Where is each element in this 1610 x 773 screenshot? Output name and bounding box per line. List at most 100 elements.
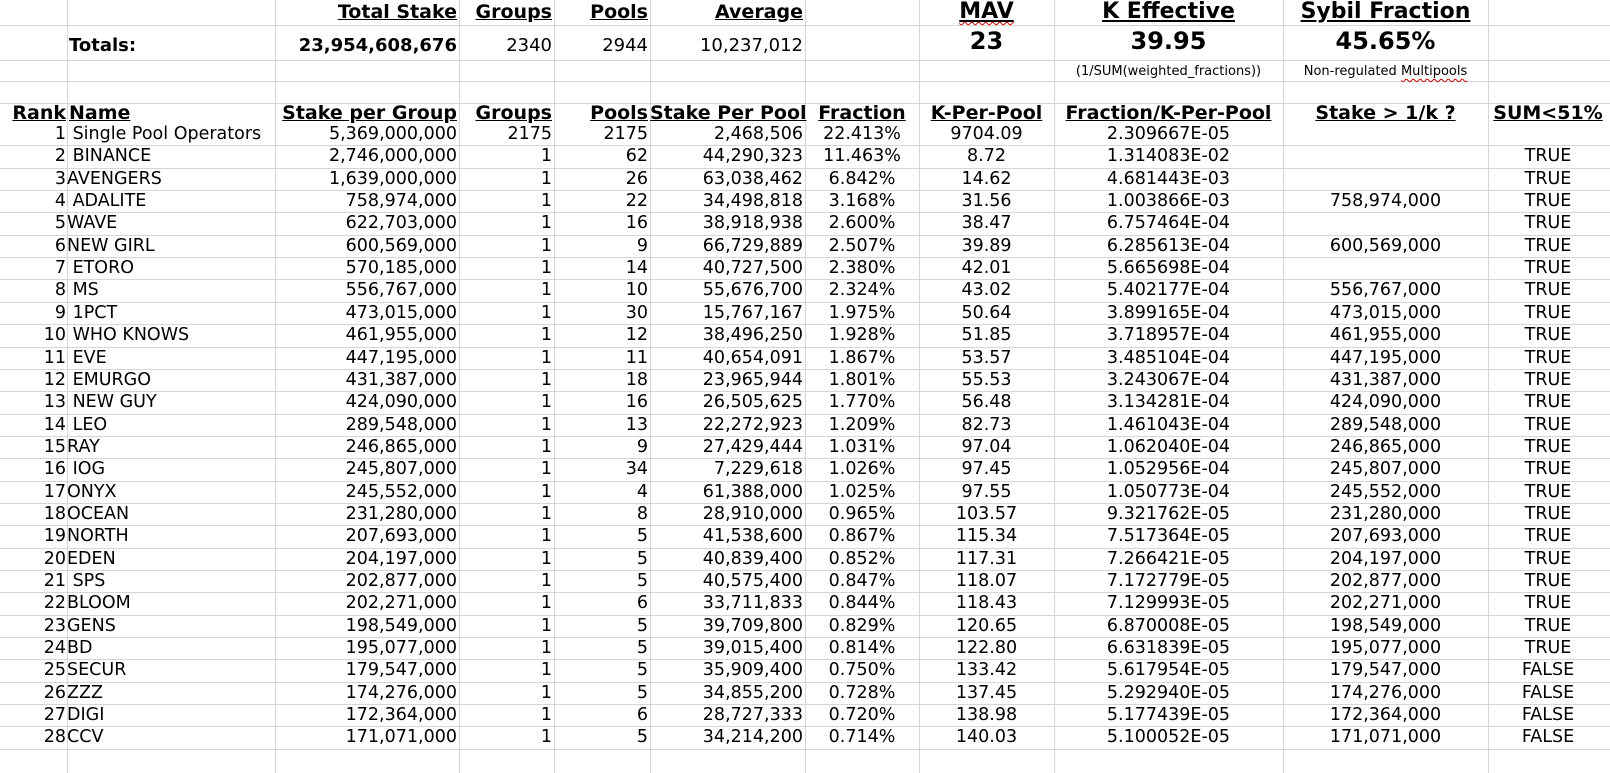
column-header-fraction-k[interactable]: Fraction/K-Per-Pool — [1065, 102, 1272, 124]
k-per-pool-cell[interactable]: 118.07 — [955, 571, 1018, 591]
k-per-pool-cell[interactable]: 115.34 — [955, 526, 1018, 547]
sum-lt-cell[interactable]: TRUE — [1524, 638, 1572, 659]
fraction-k-cell[interactable]: 5.100052E-05 — [1106, 727, 1231, 748]
stake-per-pool-cell[interactable]: 28,910,000 — [702, 503, 803, 524]
sum-lt-cell[interactable]: TRUE — [1524, 436, 1572, 457]
sum-lt-cell[interactable]: TRUE — [1524, 459, 1572, 480]
stake-per-pool-cell[interactable]: 33,711,833 — [702, 593, 803, 614]
groups-cell[interactable]: 1 — [540, 593, 552, 614]
column-header-pools[interactable]: Pools — [590, 102, 648, 124]
rank-cell[interactable]: 17 — [43, 481, 66, 502]
stake-per-pool-cell[interactable]: 39,015,400 — [702, 638, 803, 659]
rank-cell[interactable]: 10 — [43, 325, 66, 346]
name-cell[interactable]: EDEN — [67, 548, 116, 569]
k-per-pool-cell[interactable]: 97.45 — [961, 459, 1012, 480]
groups-cell[interactable]: 1 — [540, 459, 552, 480]
groups-cell[interactable]: 1 — [540, 727, 552, 748]
fraction-cell[interactable]: 0.720% — [828, 705, 896, 726]
pools-cell[interactable]: 5 — [636, 615, 648, 636]
fraction-cell[interactable]: 2.600% — [828, 213, 896, 234]
fraction-k-cell[interactable]: 1.052956E-04 — [1106, 459, 1231, 480]
name-cell[interactable]: BD — [67, 638, 93, 659]
pools-cell[interactable]: 5 — [636, 571, 648, 591]
k-per-pool-cell[interactable]: 42.01 — [961, 258, 1012, 279]
fraction-k-cell[interactable]: 9.321762E-05 — [1106, 503, 1231, 524]
name-cell[interactable]: WHO KNOWS — [67, 325, 190, 346]
fraction-cell[interactable]: 0.965% — [828, 503, 896, 524]
sum-lt-cell[interactable]: TRUE — [1524, 146, 1572, 167]
name-cell[interactable]: AVENGERS — [67, 168, 162, 189]
groups-cell[interactable]: 1 — [540, 638, 552, 659]
pools-cell[interactable]: 18 — [625, 369, 648, 390]
k-per-pool-cell[interactable]: 97.55 — [961, 481, 1012, 502]
groups-cell[interactable]: 1 — [540, 705, 552, 726]
groups-cell[interactable]: 1 — [540, 414, 552, 435]
stake-gt-cell[interactable]: 758,974,000 — [1329, 191, 1442, 212]
name-cell[interactable]: EMURGO — [67, 369, 152, 390]
name-cell[interactable]: MS — [67, 280, 99, 301]
groups-cell[interactable]: 1 — [540, 436, 552, 457]
fraction-k-cell[interactable]: 3.718957E-04 — [1106, 325, 1231, 346]
fraction-k-cell[interactable]: 1.050773E-04 — [1106, 481, 1231, 502]
sum-lt-cell[interactable]: TRUE — [1524, 548, 1572, 569]
stake-per-pool-cell[interactable]: 15,767,167 — [702, 302, 803, 323]
groups-cell[interactable]: 1 — [540, 325, 552, 346]
stake-per-group-cell[interactable]: 447,195,000 — [345, 347, 457, 368]
fraction-k-cell[interactable]: 1.062040E-04 — [1106, 436, 1231, 457]
stake-per-group-cell[interactable]: 556,767,000 — [345, 280, 457, 301]
k-per-pool-cell[interactable]: 117.31 — [955, 548, 1018, 569]
rank-cell[interactable]: 20 — [43, 548, 66, 569]
fraction-k-cell[interactable]: 6.757464E-04 — [1106, 213, 1231, 234]
fraction-k-cell[interactable]: 6.631839E-05 — [1106, 638, 1231, 659]
stake-gt-cell[interactable]: 202,271,000 — [1329, 593, 1442, 614]
stake-per-pool-cell[interactable]: 39,709,800 — [702, 615, 803, 636]
sum-lt-cell[interactable]: TRUE — [1524, 168, 1572, 189]
pools-cell[interactable]: 4 — [636, 481, 648, 502]
groups-cell[interactable]: 1 — [540, 682, 552, 703]
name-cell[interactable]: ZZZ — [67, 682, 103, 703]
groups-cell[interactable]: 1 — [540, 615, 552, 636]
k-per-pool-cell[interactable]: 38.47 — [961, 213, 1012, 234]
name-cell[interactable]: SECUR — [67, 660, 127, 681]
stake-gt-cell[interactable]: 461,955,000 — [1329, 325, 1442, 346]
fraction-cell[interactable]: 3.168% — [828, 191, 896, 212]
stake-per-group-cell[interactable]: 171,071,000 — [345, 727, 457, 748]
fraction-k-cell[interactable]: 7.129993E-05 — [1106, 593, 1231, 614]
stake-gt-cell[interactable]: 198,549,000 — [1329, 615, 1442, 636]
k-per-pool-cell[interactable]: 137.45 — [955, 682, 1018, 703]
pools-cell[interactable]: 30 — [625, 302, 648, 323]
name-cell[interactable]: NORTH — [67, 526, 129, 547]
stake-per-group-cell[interactable]: 5,369,000,000 — [328, 124, 457, 144]
groups-cell[interactable]: 1 — [540, 548, 552, 569]
groups-cell[interactable]: 2175 — [507, 124, 552, 144]
stake-per-pool-cell[interactable]: 61,388,000 — [702, 481, 803, 502]
name-cell[interactable]: NEW GUY — [67, 392, 157, 413]
groups-cell[interactable]: 1 — [540, 146, 552, 167]
groups-cell[interactable]: 1 — [540, 660, 552, 681]
rank-cell[interactable]: 8 — [54, 280, 66, 301]
fraction-k-cell[interactable]: 7.172779E-05 — [1106, 571, 1231, 591]
rank-cell[interactable]: 6 — [54, 235, 66, 256]
fraction-cell[interactable]: 0.814% — [828, 638, 896, 659]
groups-cell[interactable]: 1 — [540, 392, 552, 413]
k-per-pool-cell[interactable]: 56.48 — [961, 392, 1012, 413]
stake-per-group-cell[interactable]: 207,693,000 — [345, 526, 457, 547]
fraction-k-cell[interactable]: 5.292940E-05 — [1106, 682, 1231, 703]
sum-lt-cell[interactable]: TRUE — [1524, 325, 1572, 346]
fraction-cell[interactable]: 1.975% — [828, 302, 896, 323]
fraction-cell[interactable]: 0.844% — [828, 593, 896, 614]
name-cell[interactable]: ETORO — [67, 258, 135, 279]
stake-gt-cell[interactable]: 289,548,000 — [1329, 414, 1442, 435]
name-cell[interactable]: DIGI — [67, 705, 105, 726]
pools-cell[interactable]: 6 — [636, 593, 648, 614]
fraction-cell[interactable]: 0.867% — [828, 526, 896, 547]
column-header-name[interactable]: Name — [69, 102, 131, 124]
sum-lt-cell[interactable]: TRUE — [1524, 526, 1572, 547]
groups-cell[interactable]: 1 — [540, 347, 552, 368]
stake-per-pool-cell[interactable]: 26,505,625 — [702, 392, 803, 413]
stake-per-group-cell[interactable]: 289,548,000 — [345, 414, 457, 435]
rank-cell[interactable]: 23 — [43, 615, 66, 636]
name-cell[interactable]: RAY — [67, 436, 100, 457]
fraction-k-cell[interactable]: 2.309667E-05 — [1106, 124, 1231, 144]
groups-cell[interactable]: 1 — [540, 258, 552, 279]
